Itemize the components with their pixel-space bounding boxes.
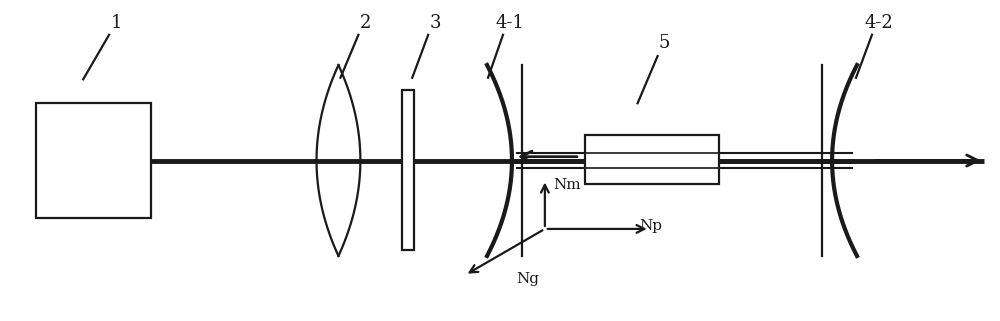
Text: 2: 2 bbox=[360, 13, 371, 32]
Text: Np: Np bbox=[640, 219, 663, 233]
Text: 1: 1 bbox=[110, 13, 122, 32]
Text: 4-1: 4-1 bbox=[496, 13, 524, 32]
Bar bbox=[402, 91, 414, 250]
Text: Ng: Ng bbox=[516, 272, 539, 286]
Bar bbox=[36, 103, 151, 218]
Bar bbox=[585, 135, 719, 184]
Text: 3: 3 bbox=[429, 13, 441, 32]
Text: 4-2: 4-2 bbox=[865, 13, 893, 32]
Text: 5: 5 bbox=[659, 34, 670, 52]
Text: Nm: Nm bbox=[553, 178, 580, 192]
